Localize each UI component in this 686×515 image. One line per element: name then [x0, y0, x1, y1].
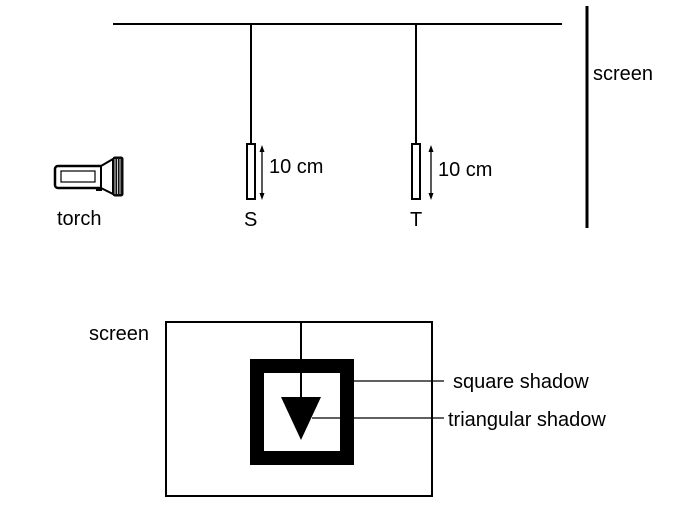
object-s [246, 143, 256, 200]
screen-front-label: screen [89, 323, 149, 345]
torch-icon [53, 156, 124, 197]
square-shadow-label: square shadow [453, 371, 589, 393]
object-s-height-label: 10 cm [269, 156, 323, 178]
torch-label: torch [57, 208, 101, 230]
object-t-label: T [410, 209, 422, 231]
triangular-shadow [281, 397, 321, 440]
height-arrow-s [259, 145, 265, 200]
object-t-height-label: 10 cm [438, 159, 492, 181]
triangular-shadow-label: triangular shadow [448, 409, 606, 431]
object-t [411, 143, 421, 200]
screen-side-label: screen [593, 63, 653, 85]
shadow-view: screen square shadow triangular shadow [89, 321, 606, 497]
square-shadow [250, 359, 354, 465]
setup-view: torch S 10 cm T 10 cm screen [53, 6, 653, 231]
height-arrow-t [428, 145, 434, 200]
object-s-label: S [244, 209, 257, 231]
